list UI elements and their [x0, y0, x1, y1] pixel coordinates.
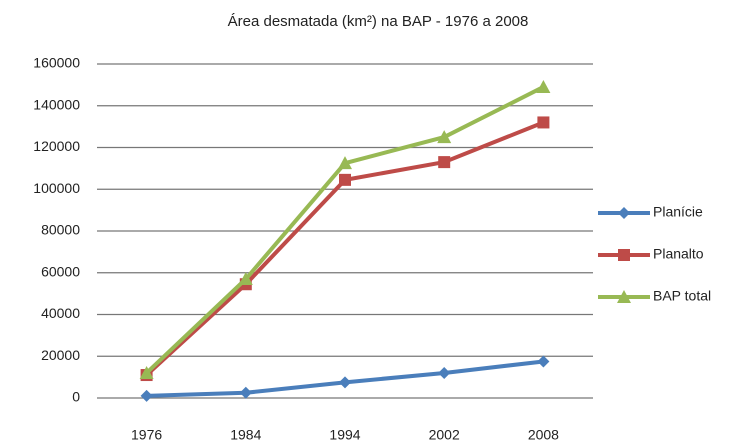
y-tick-label: 40000: [41, 305, 80, 321]
marker: [239, 386, 252, 399]
marker: [139, 365, 154, 379]
marker: [437, 130, 452, 144]
marker: [617, 290, 631, 303]
y-tick-label: 100000: [33, 180, 80, 196]
legend-label: Planície: [653, 204, 703, 220]
line: [145, 85, 545, 375]
marker: [339, 173, 351, 186]
legend-label: BAP total: [653, 288, 711, 304]
marker: [618, 207, 630, 219]
y-tick-label: 20000: [41, 347, 80, 363]
x-tick-label: 2008: [528, 427, 559, 441]
x-tick-label: 1976: [131, 427, 162, 441]
chart-title: Área desmatada (km²) na BAP - 1976 a 200…: [228, 13, 529, 30]
marker: [438, 156, 451, 169]
marker: [339, 376, 351, 389]
marker: [537, 355, 550, 368]
marker: [536, 79, 551, 93]
marker: [140, 389, 153, 402]
y-tick-label: 60000: [41, 263, 80, 279]
x-tick-label: 1994: [329, 427, 360, 441]
marker: [618, 249, 630, 261]
x-tick-label: 1984: [230, 427, 261, 441]
y-tick-label: 80000: [41, 222, 80, 238]
y-tick-label: 140000: [33, 96, 80, 112]
marker: [438, 366, 451, 379]
y-tick-label: 160000: [33, 55, 80, 71]
x-tick-label: 2002: [429, 427, 460, 441]
y-tick-label: 0: [72, 389, 80, 405]
marker: [238, 272, 253, 286]
marker: [338, 156, 352, 170]
legend-label: Planalto: [653, 246, 704, 262]
marker: [537, 116, 550, 129]
y-tick-label: 120000: [33, 138, 80, 154]
